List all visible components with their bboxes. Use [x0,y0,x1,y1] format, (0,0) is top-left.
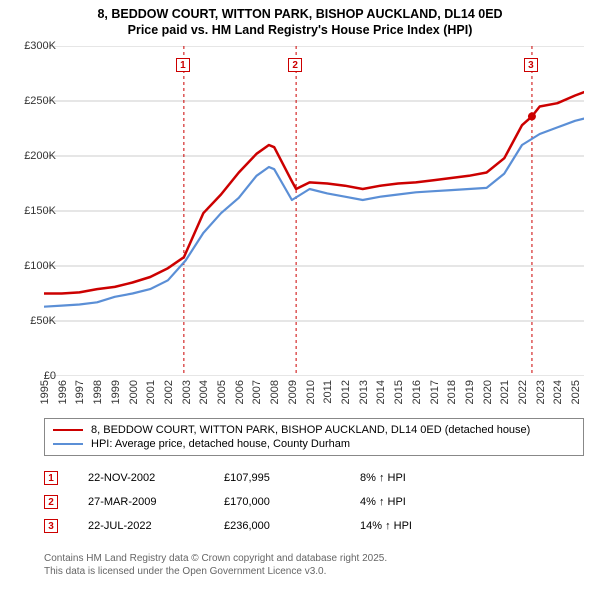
transaction-date: 22-JUL-2022 [88,520,218,532]
x-tick-label: 2007 [251,380,263,404]
y-tick-label: £150K [24,205,56,217]
x-tick-label: 1999 [110,380,122,404]
transaction-marker: 1 [44,471,58,485]
x-tick-label: 2025 [570,380,582,404]
y-tick-label: £300K [24,40,56,52]
x-tick-label: 2014 [375,380,387,404]
legend-swatch-price-paid [53,429,83,432]
transaction-marker: 3 [44,519,58,533]
transaction-row: 2 27-MAR-2009 £170,000 4% ↑ HPI [44,490,584,514]
marker-box-3: 3 [524,58,538,72]
footer-line1: Contains HM Land Registry data © Crown c… [44,552,584,565]
transaction-price: £107,995 [224,472,354,484]
x-tick-label: 2021 [499,380,511,404]
transaction-delta: 8% ↑ HPI [360,472,480,484]
transaction-delta: 4% ↑ HPI [360,496,480,508]
transaction-delta: 14% ↑ HPI [360,520,480,532]
legend-item-price-paid: 8, BEDDOW COURT, WITTON PARK, BISHOP AUC… [53,423,575,437]
x-tick-label: 2022 [517,380,529,404]
x-tick-label: 2015 [393,380,405,404]
transaction-date: 27-MAR-2009 [88,496,218,508]
x-tick-label: 2012 [340,380,352,404]
chart-container: 8, BEDDOW COURT, WITTON PARK, BISHOP AUC… [0,0,600,590]
transaction-row: 1 22-NOV-2002 £107,995 8% ↑ HPI [44,466,584,490]
legend-label-price-paid: 8, BEDDOW COURT, WITTON PARK, BISHOP AUC… [91,424,530,436]
x-tick-label: 2019 [464,380,476,404]
x-tick-label: 2002 [163,380,175,404]
y-tick-label: £200K [24,150,56,162]
x-tick-label: 2005 [216,380,228,404]
x-tick-label: 2009 [287,380,299,404]
chart-plot-area [44,46,584,376]
x-tick-label: 2017 [429,380,441,404]
x-tick-label: 1998 [92,380,104,404]
x-tick-label: 2024 [552,380,564,404]
x-tick-label: 2008 [269,380,281,404]
y-tick-label: £250K [24,95,56,107]
marker-box-2: 2 [288,58,302,72]
transaction-row: 3 22-JUL-2022 £236,000 14% ↑ HPI [44,514,584,538]
marker-box-1: 1 [176,58,190,72]
legend: 8, BEDDOW COURT, WITTON PARK, BISHOP AUC… [44,418,584,456]
x-tick-label: 2023 [535,380,547,404]
chart-title: 8, BEDDOW COURT, WITTON PARK, BISHOP AUC… [0,0,600,39]
x-tick-label: 2004 [198,380,210,404]
x-tick-label: 2003 [181,380,193,404]
y-tick-label: £50K [30,315,56,327]
x-tick-label: 2020 [482,380,494,404]
footer-attribution: Contains HM Land Registry data © Crown c… [44,552,584,578]
transaction-price: £236,000 [224,520,354,532]
footer-line2: This data is licensed under the Open Gov… [44,565,584,578]
x-tick-label: 1995 [39,380,51,404]
transaction-marker: 2 [44,495,58,509]
y-tick-label: £100K [24,260,56,272]
title-line2: Price paid vs. HM Land Registry's House … [0,22,600,38]
x-tick-label: 1997 [74,380,86,404]
x-tick-label: 2010 [305,380,317,404]
x-tick-label: 1996 [57,380,69,404]
title-line1: 8, BEDDOW COURT, WITTON PARK, BISHOP AUC… [0,6,600,22]
x-tick-label: 2018 [446,380,458,404]
legend-label-hpi: HPI: Average price, detached house, Coun… [91,438,350,450]
x-tick-label: 2016 [411,380,423,404]
transaction-price: £170,000 [224,496,354,508]
x-tick-label: 2013 [358,380,370,404]
legend-swatch-hpi [53,443,83,445]
transaction-table: 1 22-NOV-2002 £107,995 8% ↑ HPI 2 27-MAR-2009… [44,466,584,538]
x-tick-label: 2011 [322,380,334,404]
x-tick-label: 2006 [234,380,246,404]
x-tick-label: 2000 [128,380,140,404]
transaction-date: 22-NOV-2002 [88,472,218,484]
chart-svg [44,46,584,376]
legend-item-hpi: HPI: Average price, detached house, Coun… [53,437,575,451]
x-tick-label: 2001 [145,380,157,404]
